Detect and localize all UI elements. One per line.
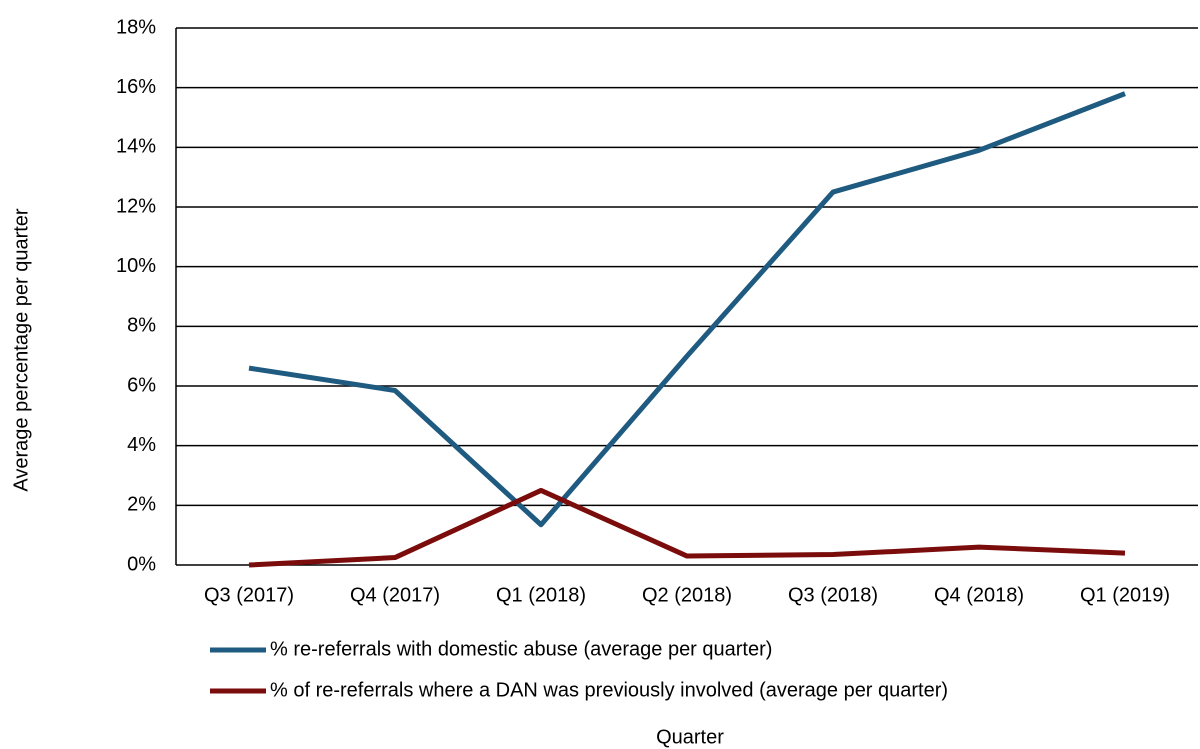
x-tick-label: Q2 (2018) xyxy=(642,584,732,606)
x-tick-label: Q1 (2018) xyxy=(496,584,586,606)
x-tick-label: Q1 (2019) xyxy=(1080,584,1170,606)
y-tick-label: 14% xyxy=(116,136,156,158)
legend-label: % of re-referrals where a DAN was previo… xyxy=(270,679,948,701)
y-tick-label: 10% xyxy=(116,255,156,277)
x-tick-label: Q3 (2017) xyxy=(204,584,294,606)
x-tick-label: Q4 (2017) xyxy=(350,584,440,606)
series-line xyxy=(248,91,1126,528)
y-axis-label: Average percentage per quarter xyxy=(10,208,32,491)
y-tick-label: 6% xyxy=(127,374,156,396)
y-tick-label: 12% xyxy=(116,195,156,217)
y-tick-label: 18% xyxy=(116,16,156,38)
y-tick-label: 16% xyxy=(116,76,156,98)
x-axis-label: Quarter xyxy=(656,726,724,748)
x-tick-label: Q3 (2018) xyxy=(788,584,878,606)
series-line xyxy=(248,487,1126,568)
y-tick-label: 0% xyxy=(127,553,156,575)
y-tick-label: 4% xyxy=(127,434,156,456)
x-tick-label: Q4 (2018) xyxy=(934,584,1024,606)
y-tick-label: 2% xyxy=(127,494,156,516)
y-tick-label: 8% xyxy=(127,315,156,337)
legend-label: % re-referrals with domestic abuse (aver… xyxy=(270,638,772,660)
